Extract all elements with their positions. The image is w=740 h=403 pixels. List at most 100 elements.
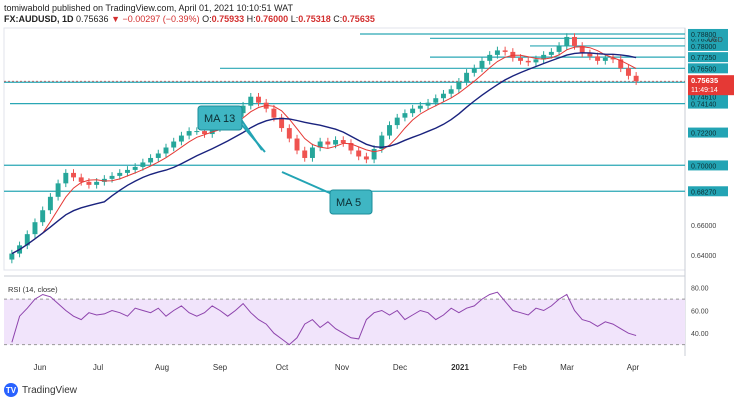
candle-body <box>40 210 46 223</box>
candle-body <box>294 138 300 151</box>
open-value: 0.75933 <box>211 14 245 24</box>
price-tick-label: 0.78800 <box>691 32 716 39</box>
x-tick-label: Nov <box>335 363 349 372</box>
x-tick-label: Jun <box>34 363 47 372</box>
last-price: 0.75636 <box>76 14 109 24</box>
candle-body <box>302 150 308 158</box>
price-tick-label: 0.64000 <box>691 253 716 260</box>
x-tick-label: 2021 <box>451 363 469 372</box>
rsi-line <box>11 291 637 346</box>
price-level-badge <box>688 52 728 63</box>
price-tick-label: 0.74610 <box>691 95 716 102</box>
close-label: C: <box>333 14 343 24</box>
rsi-tick-label: 60.00 <box>691 308 709 315</box>
ma13-callout-label: MA 13 <box>204 113 235 125</box>
candle-body <box>109 175 115 179</box>
publisher-line: tomiwabold published on TradingView.com,… <box>4 3 294 13</box>
candle-body <box>148 157 154 163</box>
candle-body <box>124 169 130 173</box>
candle-body <box>86 181 92 185</box>
candle-body <box>101 178 107 182</box>
candle-body <box>279 117 285 129</box>
current-price-label: 0.75635 <box>691 76 718 85</box>
candle-body <box>63 172 69 184</box>
candle-body <box>186 131 192 136</box>
candle-body <box>572 36 577 46</box>
candle-body <box>140 162 146 167</box>
low-value: 0.75318 <box>298 14 331 24</box>
currency-label: USD <box>708 37 723 44</box>
candle-body <box>163 147 169 154</box>
candle-body <box>633 75 639 82</box>
candle-body <box>494 50 500 55</box>
candle-body <box>132 166 138 170</box>
x-tick-label: Apr <box>627 363 640 372</box>
candle-body <box>271 108 277 118</box>
x-tick-label: Dec <box>393 363 407 372</box>
tradingview-brand[interactable]: TV TradingView <box>4 383 77 397</box>
candle-body <box>340 140 346 144</box>
candle-body <box>625 68 631 76</box>
price-tick-label: 0.77250 <box>691 55 716 62</box>
candle-body <box>518 57 524 61</box>
candle-body <box>471 68 477 73</box>
symbol-ohlc-line: FX:AUDUSD, 1D 0.75636 ▼ −0.00297 (−0.39%… <box>4 14 375 24</box>
price-level-badge <box>688 98 728 109</box>
price-tick-label: 0.76500 <box>691 66 716 73</box>
price-tick-label: 0.78506 <box>691 36 716 43</box>
candle-body <box>309 147 315 158</box>
candle-body <box>402 113 408 118</box>
open-label: O: <box>202 14 212 24</box>
candle-body <box>533 59 539 63</box>
candle-body <box>379 135 385 149</box>
low-label: L: <box>290 14 299 24</box>
candle-body <box>479 60 485 69</box>
current-price-badge <box>688 75 734 96</box>
candle-body <box>387 125 392 136</box>
symbol-label[interactable]: FX:AUDUSD, 1D <box>4 14 74 24</box>
candle-body <box>525 60 531 63</box>
price-level-badge <box>688 91 728 102</box>
candle-body <box>209 128 215 135</box>
price-tick-label: 0.78000 <box>691 44 716 51</box>
candle-body <box>440 93 446 99</box>
candle-body <box>356 150 362 157</box>
candle-body <box>47 196 53 211</box>
candle-body <box>394 117 400 126</box>
candle-body <box>556 45 562 52</box>
candle-body <box>595 56 601 61</box>
candle-body <box>433 98 439 103</box>
x-tick-label: Mar <box>560 363 574 372</box>
price-change: ▼ −0.00297 (−0.39%) <box>111 14 200 24</box>
candle-body <box>32 222 38 235</box>
candle-body <box>94 181 100 185</box>
price-tick-label: 0.72200 <box>691 131 716 138</box>
candle-body <box>410 108 416 114</box>
tv-logo-icon: TV <box>4 383 18 397</box>
rsi-band <box>4 299 685 345</box>
price-pane <box>3 27 686 271</box>
candle-body <box>363 156 369 160</box>
candle-body <box>464 72 470 82</box>
x-tick-label: Jul <box>93 363 103 372</box>
countdown-label: 11:49:14 <box>691 87 718 94</box>
candle-body <box>417 105 423 109</box>
price-level-badge <box>688 63 728 74</box>
candle-body <box>579 45 585 54</box>
candle-body <box>541 54 547 60</box>
price-level-badge <box>688 160 728 171</box>
price-level-badge <box>688 186 728 197</box>
price-tick-label: 0.68270 <box>691 189 716 196</box>
price-tick-label: 0.66000 <box>691 223 716 230</box>
ma5-callout-label: MA 5 <box>336 197 361 209</box>
ma13-callout-box <box>197 105 243 131</box>
candle-body <box>240 105 246 114</box>
candle-body <box>202 131 208 135</box>
price-level-badge <box>688 127 728 138</box>
candle-body <box>618 59 624 69</box>
candle-body <box>448 89 454 94</box>
candle-body <box>55 183 61 197</box>
rsi-tick-label: 40.00 <box>691 331 709 338</box>
price-level-badge <box>688 40 728 51</box>
